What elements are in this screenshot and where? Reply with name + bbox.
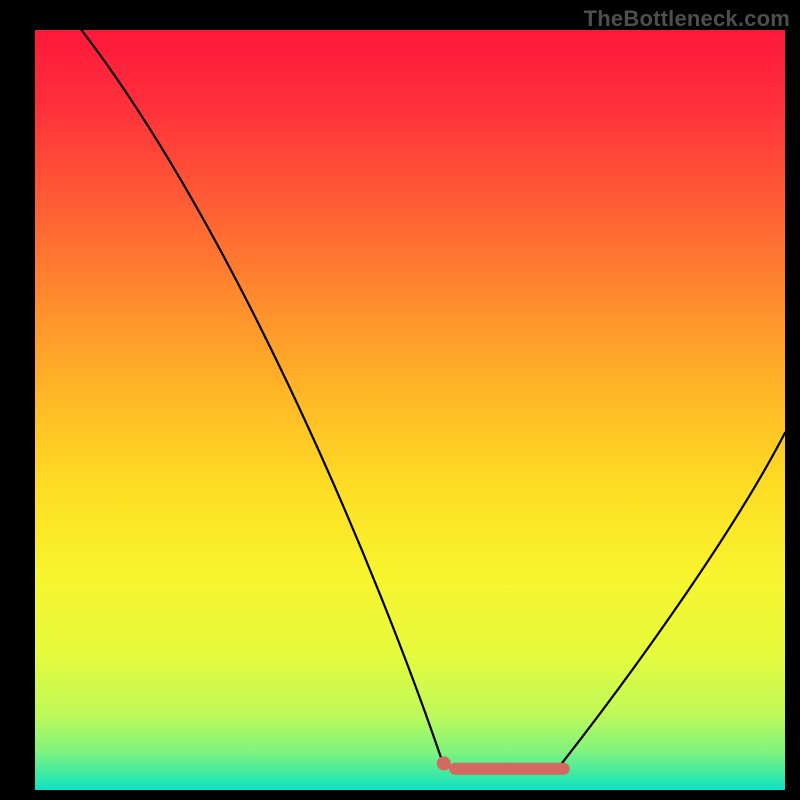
chart-svg [35, 30, 785, 790]
plot-area [35, 30, 785, 790]
gradient-background [35, 30, 785, 790]
watermark-text: TheBottleneck.com [584, 6, 790, 32]
frame: { "watermark": { "text": "TheBottleneck.… [0, 0, 800, 800]
optimum-dot [437, 756, 451, 770]
